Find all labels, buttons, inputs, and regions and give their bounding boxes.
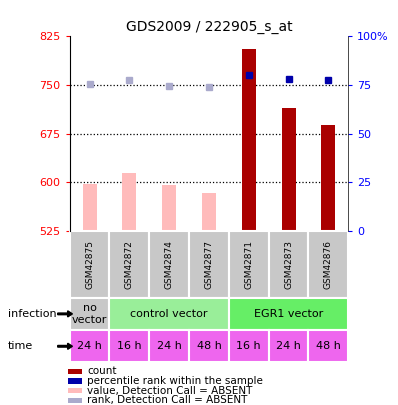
Title: GDS2009 / 222905_s_at: GDS2009 / 222905_s_at xyxy=(126,20,292,34)
Bar xyxy=(70,298,109,330)
Bar xyxy=(68,378,82,384)
Bar xyxy=(308,231,348,298)
Bar xyxy=(68,398,82,403)
Text: 48 h: 48 h xyxy=(197,341,221,351)
Bar xyxy=(83,184,96,231)
Bar xyxy=(229,231,269,298)
Bar xyxy=(269,330,308,362)
Text: control vector: control vector xyxy=(131,309,208,319)
Bar xyxy=(189,231,229,298)
Text: no
vector: no vector xyxy=(72,303,107,325)
Bar xyxy=(202,193,216,231)
Text: GSM42871: GSM42871 xyxy=(244,240,253,289)
Text: time: time xyxy=(8,341,33,351)
Text: infection: infection xyxy=(8,309,57,319)
Text: 24 h: 24 h xyxy=(276,341,301,351)
Bar xyxy=(109,330,149,362)
Text: count: count xyxy=(87,367,117,376)
Text: GSM42877: GSM42877 xyxy=(205,240,213,289)
Text: GSM42874: GSM42874 xyxy=(165,240,174,289)
Text: 24 h: 24 h xyxy=(77,341,102,351)
Bar xyxy=(322,125,336,231)
Text: 48 h: 48 h xyxy=(316,341,341,351)
Bar xyxy=(269,231,308,298)
Text: GSM42873: GSM42873 xyxy=(284,240,293,289)
Text: 16 h: 16 h xyxy=(236,341,261,351)
Text: GSM42875: GSM42875 xyxy=(85,240,94,289)
Text: value, Detection Call = ABSENT: value, Detection Call = ABSENT xyxy=(87,386,253,396)
Bar xyxy=(68,388,82,393)
Bar xyxy=(162,185,176,231)
Bar xyxy=(70,231,109,298)
Bar xyxy=(308,330,348,362)
Bar xyxy=(282,108,296,231)
Text: 16 h: 16 h xyxy=(117,341,142,351)
Text: GSM42876: GSM42876 xyxy=(324,240,333,289)
Bar xyxy=(149,330,189,362)
Bar xyxy=(189,330,229,362)
Bar xyxy=(229,330,269,362)
Text: GSM42872: GSM42872 xyxy=(125,240,134,289)
Bar xyxy=(149,231,189,298)
Text: 24 h: 24 h xyxy=(157,341,181,351)
Bar xyxy=(68,369,82,374)
Text: EGR1 vector: EGR1 vector xyxy=(254,309,323,319)
Text: percentile rank within the sample: percentile rank within the sample xyxy=(87,376,263,386)
Bar xyxy=(70,330,109,362)
Bar xyxy=(109,231,149,298)
Bar xyxy=(123,173,136,231)
Bar xyxy=(242,49,256,231)
Bar xyxy=(229,298,348,330)
Bar xyxy=(109,298,229,330)
Text: rank, Detection Call = ABSENT: rank, Detection Call = ABSENT xyxy=(87,395,248,405)
